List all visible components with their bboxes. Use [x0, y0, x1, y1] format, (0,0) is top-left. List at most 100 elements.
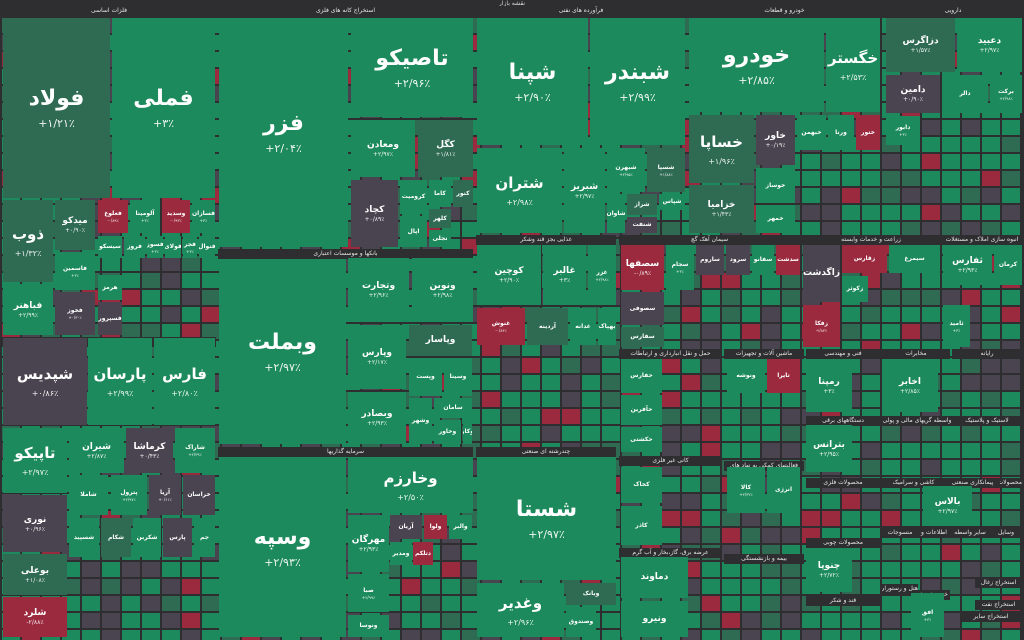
stock-tile[interactable]: سفارس — [621, 327, 664, 347]
stock-tile[interactable]: شبریز +۲/۹۷٪ — [564, 148, 605, 233]
minor-stock-tile[interactable] — [182, 324, 200, 339]
minor-stock-tile[interactable] — [982, 562, 1000, 577]
minor-stock-tile[interactable] — [982, 494, 1000, 509]
minor-stock-tile[interactable] — [902, 494, 920, 509]
minor-stock-tile[interactable] — [1002, 392, 1020, 407]
stock-tile[interactable]: ختور — [856, 115, 880, 150]
stock-tile[interactable]: آریا +۰/۶۱٪ — [149, 475, 181, 515]
stock-tile[interactable]: کچاد +۰/۸۹٪ — [351, 180, 398, 247]
minor-stock-tile[interactable] — [462, 579, 480, 594]
minor-stock-tile[interactable] — [462, 205, 480, 220]
minor-stock-tile[interactable] — [182, 630, 200, 640]
minor-stock-tile[interactable] — [582, 426, 600, 441]
minor-stock-tile[interactable] — [842, 154, 860, 169]
stock-tile[interactable]: وشهر — [409, 398, 432, 444]
stock-tile[interactable]: ومعادن +۲/۹۷٪ — [351, 120, 415, 177]
stock-tile[interactable]: ساروم — [696, 245, 724, 275]
minor-stock-tile[interactable] — [562, 358, 580, 373]
minor-stock-tile[interactable] — [702, 596, 720, 611]
minor-stock-tile[interactable] — [1002, 460, 1020, 475]
minor-stock-tile[interactable] — [182, 290, 200, 305]
minor-stock-tile[interactable] — [822, 154, 840, 169]
minor-stock-tile[interactable] — [862, 426, 880, 441]
minor-stock-tile[interactable] — [862, 579, 880, 594]
minor-stock-tile[interactable] — [182, 613, 200, 628]
minor-stock-tile[interactable] — [882, 290, 900, 305]
minor-stock-tile[interactable] — [902, 307, 920, 322]
minor-stock-tile[interactable] — [802, 205, 820, 220]
minor-stock-tile[interactable] — [462, 596, 480, 611]
minor-stock-tile[interactable] — [122, 307, 140, 322]
minor-stock-tile[interactable] — [422, 562, 440, 577]
minor-stock-tile[interactable] — [462, 630, 480, 640]
stock-tile[interactable]: شبهرن +۲/۹۵٪ — [607, 148, 645, 192]
stock-tile[interactable]: سصفها -۰/۸۹٪ — [621, 245, 664, 290]
stock-tile[interactable]: خودرو +۲/۸۵٪ — [689, 18, 824, 112]
minor-stock-tile[interactable] — [682, 426, 700, 441]
minor-stock-tile[interactable] — [922, 222, 940, 237]
minor-stock-tile[interactable] — [742, 443, 760, 458]
minor-stock-tile[interactable] — [962, 375, 980, 390]
stock-tile[interactable]: فولاد +۱/۲۱٪ — [3, 18, 110, 198]
stock-tile[interactable]: فارس +۲/۸۰٪ — [154, 338, 215, 425]
stock-tile[interactable]: ونوین +۲/۹۸٪ — [412, 258, 473, 322]
stock-tile[interactable]: ثامید +۳٪ — [943, 305, 970, 347]
minor-stock-tile[interactable] — [542, 409, 560, 424]
stock-tile[interactable]: تاپیکو +۲/۹۷٪ — [3, 428, 67, 493]
minor-stock-tile[interactable] — [862, 443, 880, 458]
stock-tile[interactable]: وبصادر +۲/۹۳٪ — [348, 392, 406, 444]
minor-stock-tile[interactable] — [182, 579, 200, 594]
minor-stock-tile[interactable] — [202, 613, 220, 628]
minor-stock-tile[interactable] — [562, 392, 580, 407]
minor-stock-tile[interactable] — [902, 511, 920, 526]
minor-stock-tile[interactable] — [1002, 188, 1020, 203]
minor-stock-tile[interactable] — [482, 375, 500, 390]
stock-tile[interactable]: فملی +۳٪ — [112, 18, 215, 198]
minor-stock-tile[interactable] — [182, 562, 200, 577]
minor-stock-tile[interactable] — [102, 613, 120, 628]
minor-stock-tile[interactable] — [942, 120, 960, 135]
stock-tile[interactable]: سیسکو — [98, 236, 122, 258]
minor-stock-tile[interactable] — [922, 205, 940, 220]
minor-stock-tile[interactable] — [762, 528, 780, 543]
minor-stock-tile[interactable] — [1002, 443, 1020, 458]
stock-tile[interactable]: وسپه +۲/۹۳٪ — [219, 457, 346, 637]
minor-stock-tile[interactable] — [182, 307, 200, 322]
minor-stock-tile[interactable] — [902, 290, 920, 305]
minor-stock-tile[interactable] — [142, 290, 160, 305]
minor-stock-tile[interactable] — [402, 562, 420, 577]
stock-tile[interactable]: سفانو — [752, 245, 774, 275]
minor-stock-tile[interactable] — [102, 596, 120, 611]
minor-stock-tile[interactable] — [602, 375, 620, 390]
minor-stock-tile[interactable] — [162, 307, 180, 322]
stock-tile[interactable]: دالر — [942, 75, 988, 113]
sector-header[interactable]: زراعت و خدمات وابسته — [802, 235, 940, 245]
minor-stock-tile[interactable] — [782, 630, 800, 640]
minor-stock-tile[interactable] — [782, 307, 800, 322]
sector-header[interactable]: محصولات چوبی — [806, 538, 880, 548]
minor-stock-tile[interactable] — [562, 375, 580, 390]
minor-stock-tile[interactable] — [822, 222, 840, 237]
minor-stock-tile[interactable] — [1002, 545, 1020, 560]
minor-stock-tile[interactable] — [922, 562, 940, 577]
minor-stock-tile[interactable] — [1002, 511, 1020, 526]
minor-stock-tile[interactable] — [862, 511, 880, 526]
minor-stock-tile[interactable] — [722, 528, 740, 543]
minor-stock-tile[interactable] — [722, 307, 740, 322]
minor-stock-tile[interactable] — [202, 324, 220, 339]
minor-stock-tile[interactable] — [882, 171, 900, 186]
minor-stock-tile[interactable] — [442, 562, 460, 577]
minor-stock-tile[interactable] — [782, 324, 800, 339]
minor-stock-tile[interactable] — [422, 613, 440, 628]
stock-tile[interactable]: پارس — [163, 518, 192, 557]
minor-stock-tile[interactable] — [982, 426, 1000, 441]
minor-stock-tile[interactable] — [722, 392, 740, 407]
minor-stock-tile[interactable] — [702, 324, 720, 339]
minor-stock-tile[interactable] — [842, 494, 860, 509]
sector-header[interactable]: فرآورده های نفتی — [476, 6, 686, 16]
minor-stock-tile[interactable] — [822, 511, 840, 526]
minor-stock-tile[interactable] — [722, 324, 740, 339]
stock-tile[interactable]: فسازان +۳٪ — [192, 200, 215, 233]
sector-header[interactable]: استخراج نفت — [975, 600, 1022, 610]
minor-stock-tile[interactable] — [602, 392, 620, 407]
